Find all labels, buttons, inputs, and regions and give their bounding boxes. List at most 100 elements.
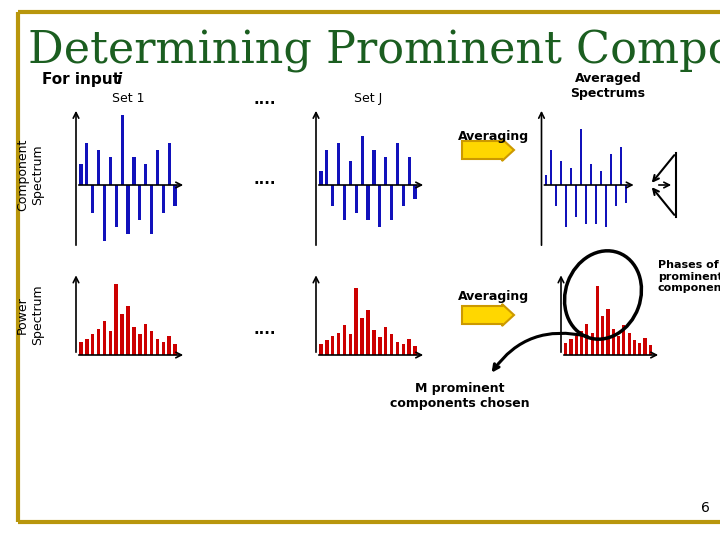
Bar [617, 335, 620, 355]
Bar [331, 336, 335, 355]
Bar [319, 344, 323, 355]
Bar [114, 284, 118, 355]
Bar [549, 150, 552, 185]
Bar [402, 344, 405, 355]
Bar [103, 321, 107, 355]
Bar [156, 339, 159, 355]
Bar [144, 323, 148, 355]
Bar [138, 185, 141, 220]
Bar [354, 287, 358, 355]
Text: Averaged
Spectrums: Averaged Spectrums [570, 72, 646, 100]
Bar [610, 153, 613, 185]
Bar [606, 308, 610, 355]
Bar [132, 327, 135, 355]
Bar [174, 185, 176, 206]
Bar [585, 323, 588, 355]
Bar [570, 167, 572, 185]
Bar [622, 325, 626, 355]
Bar [360, 318, 364, 355]
Bar [168, 336, 171, 355]
Text: M prominent
components chosen: M prominent components chosen [390, 382, 530, 410]
Bar [96, 329, 100, 355]
Bar [402, 185, 405, 206]
FancyArrow shape [462, 139, 514, 161]
Bar [585, 185, 588, 224]
Bar [612, 329, 615, 355]
Bar [85, 143, 89, 185]
Text: i: i [117, 72, 122, 87]
Bar [554, 185, 557, 206]
Bar [396, 143, 399, 185]
Bar [580, 331, 583, 355]
Bar [590, 333, 594, 355]
Bar [361, 136, 364, 185]
Bar [396, 341, 399, 355]
Text: ....: .... [253, 322, 276, 338]
Text: Power
Spectrum: Power Spectrum [16, 285, 44, 345]
Text: For input: For input [42, 72, 125, 87]
Bar [150, 185, 153, 234]
Bar [384, 327, 387, 355]
Text: Set J: Set J [354, 92, 382, 105]
Bar [156, 150, 159, 185]
Bar [331, 185, 334, 206]
Bar [144, 164, 148, 185]
Bar [628, 333, 631, 355]
Text: Averaging: Averaging [457, 290, 528, 303]
Bar [348, 334, 352, 355]
Text: Averaging: Averaging [457, 130, 528, 143]
Bar [366, 185, 369, 220]
Bar [325, 340, 328, 355]
Bar [343, 325, 346, 355]
Text: Component
Spectrum: Component Spectrum [16, 139, 44, 211]
Bar [638, 343, 642, 355]
FancyArrow shape [462, 304, 514, 326]
Bar [79, 341, 83, 355]
Bar [600, 171, 603, 185]
Bar [559, 160, 562, 185]
Bar [378, 185, 382, 227]
Bar [85, 339, 89, 355]
Bar [348, 160, 352, 185]
Bar [544, 174, 547, 185]
Bar [91, 185, 94, 213]
Bar [343, 185, 346, 220]
Bar [413, 185, 417, 199]
Bar [408, 157, 411, 185]
Text: 6: 6 [701, 501, 710, 515]
Bar [390, 334, 393, 355]
Bar [325, 150, 328, 185]
Bar [575, 185, 577, 217]
Text: Phases of
prominent
components: Phases of prominent components [658, 260, 720, 293]
Bar [320, 171, 323, 185]
Bar [127, 185, 130, 234]
Bar [633, 340, 636, 355]
Bar [161, 341, 165, 355]
Bar [109, 157, 112, 185]
Bar [564, 343, 567, 355]
Bar [91, 334, 94, 355]
Bar [605, 185, 608, 227]
Bar [378, 337, 382, 355]
Bar [138, 334, 142, 355]
Bar [150, 331, 153, 355]
Bar [114, 185, 118, 227]
Bar [580, 129, 582, 185]
Bar [596, 286, 599, 355]
Bar [109, 331, 112, 355]
Bar [337, 143, 341, 185]
Text: ....: .... [253, 172, 276, 187]
Bar [132, 157, 135, 185]
Bar [355, 185, 358, 213]
Bar [625, 185, 627, 202]
Bar [595, 185, 598, 224]
Bar [575, 335, 578, 355]
Bar [162, 185, 165, 213]
Bar [384, 157, 387, 185]
Bar [644, 338, 647, 355]
Bar [120, 314, 124, 355]
Bar [366, 310, 370, 355]
Bar [120, 115, 124, 185]
Bar [337, 333, 341, 355]
Bar [79, 164, 83, 185]
